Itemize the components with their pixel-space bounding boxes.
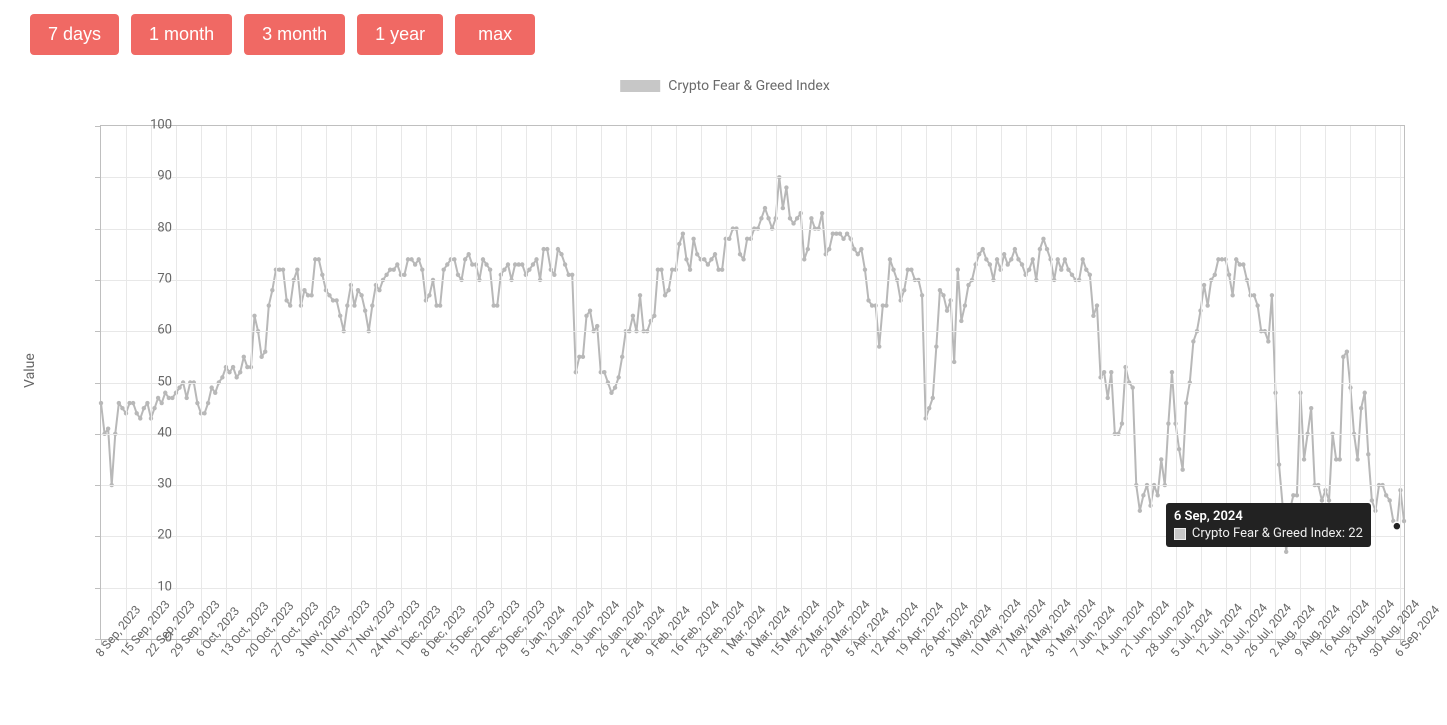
x-tick-label: 7 Jun, 2024 [1067, 651, 1078, 660]
x-tick-label: 8 Dec, 2023 [417, 651, 428, 660]
x-tick-label: 10 Nov, 2023 [318, 651, 329, 660]
time-range-buttons: 7 days 1 month 3 month 1 year max [30, 14, 535, 55]
chart-plot[interactable] [100, 125, 1405, 640]
x-tick-label: 12 Jan, 2024 [542, 651, 553, 660]
y-tick-label: 90 [138, 169, 172, 184]
x-tick-label: 29 Sep, 2023 [168, 651, 179, 660]
x-tick-label: 6 Sep, 2024 [1392, 651, 1403, 660]
x-tick-label: 14 Jun, 2024 [1092, 651, 1103, 660]
x-tick-label: 15 Mar, 2024 [767, 651, 778, 660]
x-tick-label: 29 Mar, 2024 [817, 651, 828, 660]
x-tick-label: 6 Oct, 2023 [193, 651, 204, 660]
x-tick-label: 21 Jun, 2024 [1117, 651, 1128, 660]
x-tick-label: 12 Jul, 2024 [1192, 651, 1203, 660]
legend-label: Crypto Fear & Greed Index [668, 78, 830, 94]
x-tick-label: 5 Jul, 2024 [1167, 651, 1178, 660]
x-tick-label: 30 Aug, 2024 [1367, 651, 1378, 660]
x-tick-label: 20 Oct, 2023 [243, 651, 254, 660]
x-tick-label: 22 Sep, 2023 [143, 651, 154, 660]
x-tick-label: 29 Dec, 2023 [492, 651, 503, 660]
x-tick-label: 5 Apr, 2024 [842, 651, 853, 660]
x-tick-label: 3 Nov, 2023 [293, 651, 304, 660]
y-tick-label: 80 [138, 220, 172, 235]
x-tick-label: 16 Feb, 2024 [667, 651, 678, 660]
range-7days-button[interactable]: 7 days [30, 14, 119, 55]
y-tick-label: 20 [138, 528, 172, 543]
x-tick-label: 8 Sep, 2023 [93, 651, 104, 660]
x-tick-label: 26 Jul, 2024 [1242, 651, 1253, 660]
x-tick-label: 2 Feb, 2024 [617, 651, 628, 660]
x-tick-label: 26 Apr, 2024 [917, 651, 928, 660]
x-tick-label: 5 Jan, 2024 [517, 651, 528, 660]
x-tick-label: 24 May, 2024 [1017, 651, 1028, 660]
range-1month-button[interactable]: 1 month [131, 14, 232, 55]
x-tick-label: 17 Nov, 2023 [343, 651, 354, 660]
x-tick-label: 15 Sep, 2023 [118, 651, 129, 660]
y-tick-label: 30 [138, 477, 172, 492]
x-tick-label: 10 May, 2024 [967, 651, 978, 660]
x-tick-label: 19 Jan, 2024 [567, 651, 578, 660]
x-tick-label: 3 May, 2024 [942, 651, 953, 660]
range-1year-button[interactable]: 1 year [357, 14, 443, 55]
x-tick-label: 16 Aug, 2024 [1317, 651, 1328, 660]
x-tick-label: 27 Oct, 2023 [268, 651, 279, 660]
x-tick-label: 13 Oct, 2023 [218, 651, 229, 660]
x-tick-label: 12 Apr, 2024 [867, 651, 878, 660]
x-tick-label: 9 Feb, 2024 [642, 651, 653, 660]
x-tick-label: 1 Mar, 2024 [717, 651, 728, 660]
x-tick-label: 15 Dec, 2023 [442, 651, 453, 660]
x-tick-label: 8 Mar, 2024 [742, 651, 753, 660]
chart-legend[interactable]: Crypto Fear & Greed Index [620, 78, 830, 94]
x-tick-label: 31 May, 2024 [1042, 651, 1053, 660]
y-tick-label: 10 [138, 579, 172, 594]
range-max-button[interactable]: max [455, 14, 535, 55]
y-tick-label: 70 [138, 271, 172, 286]
x-tick-label: 1 Dec, 2023 [392, 651, 403, 660]
y-tick-label: 40 [138, 425, 172, 440]
y-tick-label: 50 [138, 374, 172, 389]
chart-area: Crypto Fear & Greed Index Value 01020304… [30, 80, 1420, 720]
range-3month-button[interactable]: 3 month [244, 14, 345, 55]
x-tick-label: 23 Aug, 2024 [1342, 651, 1353, 660]
x-tick-label: 24 Nov, 2023 [368, 651, 379, 660]
x-tick-label: 19 Jul, 2024 [1217, 651, 1228, 660]
x-tick-label: 23 Feb, 2024 [692, 651, 703, 660]
x-tick-label: 17 May, 2024 [992, 651, 1003, 660]
x-tick-label: 22 Dec, 2023 [467, 651, 478, 660]
x-tick-label: 26 Jan, 2024 [592, 651, 603, 660]
x-tick-label: 2 Aug, 2024 [1267, 651, 1278, 660]
x-tick-label: 9 Aug, 2024 [1292, 651, 1303, 660]
y-axis-title: Value [22, 353, 38, 388]
y-tick-label: 100 [138, 118, 172, 133]
x-tick-label: 22 Mar, 2024 [792, 651, 803, 660]
x-tick-label: 19 Apr, 2024 [892, 651, 903, 660]
legend-swatch-icon [620, 80, 660, 92]
chart-container: 7 days 1 month 3 month 1 year max Crypto… [0, 0, 1447, 725]
y-tick-label: 60 [138, 323, 172, 338]
x-tick-label: 28 Jun, 2024 [1142, 651, 1153, 660]
